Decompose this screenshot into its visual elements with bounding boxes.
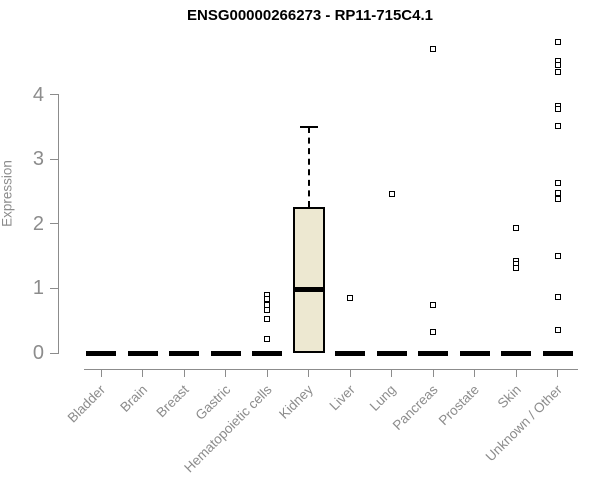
- x-tick: [100, 369, 102, 377]
- x-category-label: Liver: [326, 382, 358, 414]
- whisker: [307, 126, 310, 207]
- outlier-point: [554, 68, 561, 75]
- x-axis-line: [84, 369, 578, 370]
- outlier-point: [430, 302, 436, 309]
- outlier-point: [554, 196, 561, 203]
- outlier-point: [554, 253, 561, 260]
- x-tick: [391, 369, 392, 377]
- outlier-point: [554, 294, 561, 301]
- x-category-label: Prostate: [435, 382, 483, 429]
- outlier-point: [554, 39, 561, 46]
- y-axis-line: [57, 94, 59, 354]
- y-tick-label: 3: [32, 148, 44, 171]
- y-tick: [50, 223, 58, 225]
- x-tick: [515, 369, 517, 377]
- zero-bar: [459, 350, 490, 356]
- x-tick: [266, 369, 268, 377]
- y-tick: [50, 94, 58, 96]
- y-tick: [50, 287, 58, 289]
- y-tick: [50, 352, 58, 354]
- outlier-point: [264, 335, 270, 342]
- outlier-point: [513, 224, 519, 231]
- outlier-point: [554, 327, 561, 334]
- zero-bar: [127, 350, 158, 356]
- outlier-point: [388, 191, 395, 198]
- zero-bar: [210, 350, 241, 356]
- zero-bar: [169, 350, 199, 356]
- x-category-label: Brain: [117, 382, 151, 415]
- x-tick: [183, 369, 185, 377]
- y-tick: [50, 158, 58, 160]
- outlier-point: [554, 190, 561, 197]
- x-tick: [142, 369, 143, 377]
- outlier-point: [554, 180, 561, 187]
- x-category-label: Gastric: [192, 382, 234, 423]
- outlier-point: [430, 329, 436, 336]
- y-tick-label: 2: [32, 212, 44, 235]
- outlier-point: [513, 264, 519, 271]
- x-category-label: Bladder: [65, 382, 109, 426]
- x-category-label: Lung: [367, 382, 400, 414]
- x-tick: [557, 369, 558, 377]
- x-category-label: Breast: [153, 382, 192, 421]
- x-tick: [474, 369, 475, 377]
- x-tick: [308, 369, 309, 377]
- outlier-point: [430, 45, 436, 52]
- x-category-label: Pancreas: [389, 382, 441, 433]
- y-tick-label: 1: [32, 277, 44, 300]
- outlier-point: [554, 61, 561, 68]
- zero-bar: [542, 350, 573, 356]
- zero-bar: [86, 350, 116, 356]
- y-tick-label: 0: [32, 342, 44, 364]
- outlier-point: [554, 122, 561, 129]
- zero-bar: [501, 350, 531, 356]
- box-median: [294, 287, 323, 293]
- x-category-label: Skin: [494, 382, 524, 412]
- x-category-label: Kidney: [276, 382, 317, 422]
- outlier-point: [347, 295, 353, 302]
- x-tick: [349, 369, 351, 377]
- zero-bar: [252, 350, 282, 356]
- zero-bar: [376, 350, 407, 356]
- x-tick: [225, 369, 226, 377]
- zero-bar: [418, 350, 448, 356]
- x-tick: [432, 369, 434, 377]
- zero-bar: [335, 350, 365, 356]
- x-category-label: Unknown / Other: [482, 382, 566, 465]
- chart-title: ENSG00000266273 - RP11-715C4.1: [186, 7, 433, 24]
- outlier-point: [554, 106, 561, 113]
- y-tick-label: 4: [32, 83, 44, 106]
- whisker-cap: [299, 125, 318, 128]
- outlier-point: [264, 307, 270, 314]
- box: [292, 207, 325, 353]
- outlier-point: [264, 315, 270, 322]
- outlier-point: [264, 295, 270, 302]
